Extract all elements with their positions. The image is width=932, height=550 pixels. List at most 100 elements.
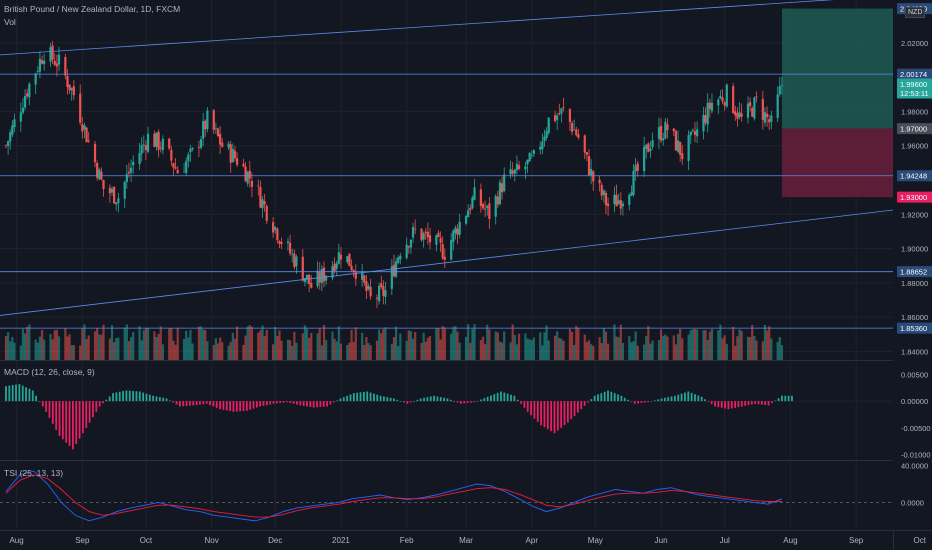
candle-body[interactable]: [322, 267, 326, 282]
price-axis[interactable]: 2.02000 1.98000 1.96000 1.92000 1.90000 1.880…: [893, 0, 932, 530]
candle-body[interactable]: [79, 93, 82, 123]
candle-body[interactable]: [316, 270, 319, 287]
candle-body[interactable]: [202, 121, 205, 139]
candle-body[interactable]: [310, 282, 313, 288]
candle-body[interactable]: [350, 265, 353, 270]
candle-body[interactable]: [13, 119, 16, 128]
candle-body[interactable]: [768, 119, 771, 123]
candle-body[interactable]: [375, 297, 379, 299]
candle-body[interactable]: [573, 129, 576, 131]
candle-body[interactable]: [291, 253, 294, 255]
candle-body[interactable]: [68, 84, 71, 91]
candle-body[interactable]: [235, 158, 239, 165]
candle-body[interactable]: [250, 181, 254, 187]
candle-body[interactable]: [110, 189, 114, 193]
candle-body[interactable]: [303, 278, 307, 282]
candle-body[interactable]: [221, 142, 224, 147]
candle-body[interactable]: [659, 125, 663, 141]
candle-body[interactable]: [295, 256, 298, 267]
candle-body[interactable]: [528, 153, 531, 162]
candle-body[interactable]: [494, 195, 497, 217]
stop-zone[interactable]: [781, 128, 893, 198]
candle-body[interactable]: [182, 171, 186, 173]
candle-body[interactable]: [123, 181, 126, 199]
candle-body[interactable]: [231, 149, 234, 163]
candle-body[interactable]: [346, 256, 349, 263]
candle-body[interactable]: [500, 183, 504, 193]
level-tag[interactable]: [897, 191, 932, 203]
candle-body[interactable]: [55, 63, 58, 67]
candle-body[interactable]: [517, 165, 521, 169]
candle-body[interactable]: [57, 54, 61, 65]
candle-body[interactable]: [755, 96, 758, 98]
candle-body[interactable]: [511, 170, 514, 174]
candle-body[interactable]: [469, 207, 472, 211]
candle-body[interactable]: [159, 147, 162, 149]
candle-body[interactable]: [185, 160, 188, 173]
candle-body[interactable]: [293, 253, 296, 268]
candle-body[interactable]: [174, 167, 177, 169]
candle-body[interactable]: [532, 150, 535, 154]
tsi-legend[interactable]: TSI (25, 13, 13): [4, 468, 64, 478]
candle-body[interactable]: [674, 130, 678, 151]
macd-legend[interactable]: MACD (12, 26, close, 9): [4, 367, 95, 377]
level-tag[interactable]: [897, 322, 932, 334]
candle-body[interactable]: [7, 141, 10, 146]
candle-body[interactable]: [562, 107, 565, 108]
candle-body[interactable]: [278, 241, 281, 244]
candle-body[interactable]: [138, 153, 141, 165]
candle-body[interactable]: [274, 226, 277, 231]
candle-body[interactable]: [414, 228, 417, 230]
candle-body[interactable]: [524, 166, 527, 170]
volume-legend[interactable]: Vol: [4, 17, 16, 27]
candle-body[interactable]: [513, 169, 516, 174]
candle-body[interactable]: [199, 139, 203, 148]
candle-body[interactable]: [407, 246, 410, 248]
candle-body[interactable]: [696, 129, 699, 137]
candle-body[interactable]: [636, 163, 639, 171]
candle-body[interactable]: [676, 140, 680, 152]
candle-body[interactable]: [392, 264, 396, 277]
candle-body[interactable]: [428, 235, 432, 243]
trendlines[interactable]: [0, 0, 894, 316]
candle-body[interactable]: [216, 128, 220, 137]
candle-body[interactable]: [4, 145, 8, 147]
candle-body[interactable]: [187, 154, 190, 161]
candle-body[interactable]: [613, 194, 616, 205]
candle-body[interactable]: [556, 115, 559, 120]
candle-body[interactable]: [337, 252, 340, 264]
candle-body[interactable]: [155, 132, 158, 147]
candle-body[interactable]: [547, 117, 550, 133]
candle-body[interactable]: [691, 129, 694, 131]
candle-body[interactable]: [710, 102, 714, 111]
level-tag[interactable]: [897, 170, 932, 182]
candle-body[interactable]: [9, 132, 12, 142]
candle-body[interactable]: [305, 274, 309, 280]
level-tag[interactable]: [897, 123, 932, 135]
candle-body[interactable]: [384, 290, 387, 297]
candle-body[interactable]: [761, 98, 764, 120]
candle-body[interactable]: [473, 187, 476, 200]
candle-body[interactable]: [227, 143, 230, 148]
candle-body[interactable]: [426, 231, 429, 238]
level-tag[interactable]: [897, 87, 932, 99]
candle-body[interactable]: [602, 190, 605, 195]
lower-trendline[interactable]: [0, 209, 894, 316]
candle-body[interactable]: [219, 133, 222, 145]
candle-body[interactable]: [649, 148, 652, 151]
candle-body[interactable]: [647, 143, 650, 153]
candle-body[interactable]: [206, 110, 209, 129]
candle-body[interactable]: [645, 144, 648, 150]
candle-body[interactable]: [702, 114, 705, 132]
candle-body[interactable]: [420, 228, 423, 241]
candle-body[interactable]: [634, 165, 637, 172]
candle-body[interactable]: [749, 102, 752, 107]
candle-body[interactable]: [64, 57, 67, 76]
candle-body[interactable]: [191, 148, 194, 150]
candle-body[interactable]: [753, 97, 756, 119]
candle-body[interactable]: [153, 133, 156, 147]
candle-body[interactable]: [725, 84, 728, 107]
candle-body[interactable]: [87, 140, 90, 142]
candle-body[interactable]: [437, 232, 440, 238]
candle-body[interactable]: [81, 124, 84, 132]
